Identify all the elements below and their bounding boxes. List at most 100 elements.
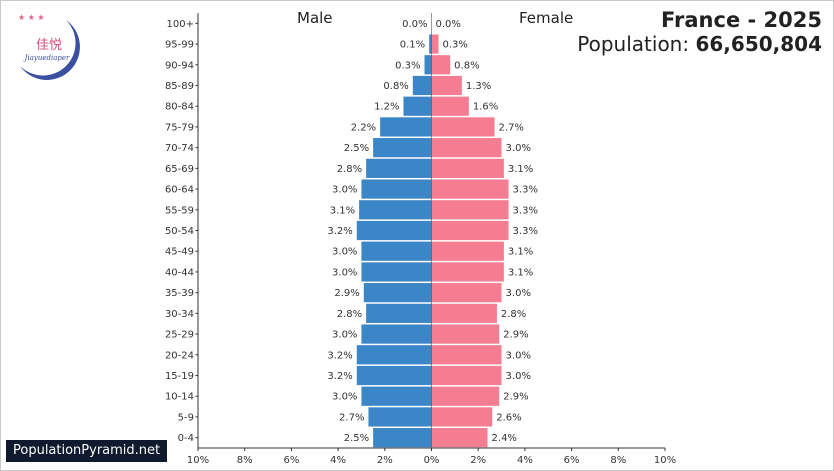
age-group-label: 55-59 [165, 205, 194, 216]
female-value-label: 3.0% [506, 371, 531, 382]
x-tick-label: 10% [654, 455, 676, 466]
male-value-label: 0.8% [383, 81, 408, 92]
population-label: Population: [577, 32, 690, 56]
x-tick-label: 8% [610, 455, 626, 466]
female-bar [431, 179, 509, 199]
chart-title: France - 2025 [661, 8, 822, 32]
x-tick-label: 10% [187, 455, 209, 466]
female-bar [431, 324, 500, 344]
male-value-label: 2.8% [337, 164, 362, 175]
age-group-label: 40-44 [165, 267, 194, 278]
male-bar [403, 96, 432, 116]
female-value-label: 3.1% [508, 164, 533, 175]
x-tick-label: 2% [470, 455, 486, 466]
age-group-label: 50-54 [165, 226, 194, 237]
age-group-label: 65-69 [165, 164, 194, 175]
population-value: 66,650,804 [695, 32, 822, 56]
female-value-label: 3.0% [506, 143, 531, 154]
logo-subtitle: Jiayuediaper [24, 54, 70, 62]
male-bar [368, 407, 432, 427]
female-value-label: 2.9% [503, 392, 528, 403]
male-bar [356, 345, 432, 365]
female-label: Female [519, 9, 574, 27]
female-bar [431, 262, 504, 282]
male-value-label: 2.9% [334, 288, 359, 299]
male-bar [380, 117, 432, 137]
age-group-label: 60-64 [165, 185, 194, 196]
male-bar [363, 283, 432, 303]
female-value-label: 3.3% [513, 185, 538, 196]
female-value-label: 2.4% [492, 433, 517, 444]
x-tick-label: 6% [283, 455, 299, 466]
x-tick-label: 0% [424, 455, 440, 466]
age-group-label: 5-9 [178, 412, 194, 423]
female-bar [431, 365, 502, 386]
age-group-label: 15-19 [165, 371, 194, 382]
female-value-label: 3.0% [506, 288, 531, 299]
male-bar [356, 220, 432, 241]
x-tick-label: 6% [564, 455, 580, 466]
age-group-label: 10-14 [165, 392, 194, 403]
watermark-logo: ★ ★ ★ 佳悦 Jiayuediaper [6, 8, 96, 80]
male-value-label: 0.1% [400, 40, 425, 51]
age-group-label: 100+ [167, 19, 194, 30]
age-group-label: 95-99 [165, 40, 194, 51]
female-value-label: 1.6% [473, 102, 498, 113]
male-value-label: 2.7% [339, 412, 364, 423]
male-value-label: 2.5% [344, 143, 369, 154]
female-bar [431, 55, 451, 75]
female-value-label: 2.8% [501, 309, 526, 320]
age-group-label: 35-39 [165, 288, 194, 299]
female-value-label: 1.3% [466, 81, 491, 92]
female-value-label: 3.3% [513, 226, 538, 237]
female-value-label: 3.1% [508, 267, 533, 278]
svg-text:★ ★ ★: ★ ★ ★ [18, 13, 45, 22]
female-value-label: 0.0% [436, 19, 461, 30]
male-value-label: 3.2% [327, 371, 352, 382]
age-group-label: 90-94 [165, 60, 194, 71]
male-bar [366, 303, 432, 323]
female-value-label: 3.0% [506, 350, 531, 361]
male-bar [361, 262, 432, 282]
male-bar [361, 324, 432, 344]
male-value-label: 0.0% [402, 19, 427, 30]
female-bar [431, 386, 500, 406]
male-value-label: 3.0% [332, 330, 357, 341]
male-bar [361, 241, 432, 261]
logo-name: 佳悦 [36, 38, 63, 53]
x-tick-label: 2% [377, 455, 393, 466]
male-value-label: 1.2% [374, 102, 399, 113]
male-label: Male [297, 9, 333, 27]
male-bar [429, 34, 432, 54]
age-group-label: 25-29 [165, 330, 194, 341]
source-link[interactable]: PopulationPyramid.net [6, 440, 168, 462]
male-bar [424, 55, 432, 75]
x-tick-label: 4% [517, 455, 533, 466]
age-group-label: 80-84 [165, 102, 194, 113]
female-bar [431, 138, 502, 158]
female-bar [431, 158, 504, 178]
x-tick-label: 4% [330, 455, 346, 466]
male-bar [359, 200, 432, 220]
female-bar [431, 34, 439, 54]
age-group-label: 85-89 [165, 81, 194, 92]
male-value-label: 3.0% [332, 392, 357, 403]
female-bar [431, 220, 509, 241]
female-bar [431, 96, 469, 116]
female-value-label: 0.3% [443, 40, 468, 51]
logo-graphic: ★ ★ ★ [18, 13, 80, 80]
female-value-label: 0.8% [454, 60, 479, 71]
age-group-label: 20-24 [165, 350, 194, 361]
female-bar [431, 345, 502, 365]
male-value-label: 3.0% [332, 247, 357, 258]
male-value-label: 3.2% [327, 226, 352, 237]
male-bar [366, 158, 432, 178]
male-value-label: 2.5% [344, 433, 369, 444]
age-group-label: 45-49 [165, 247, 194, 258]
female-value-label: 2.9% [503, 330, 528, 341]
female-bar [431, 241, 504, 261]
male-bar [361, 179, 432, 199]
female-bar [431, 200, 509, 220]
male-bar [356, 365, 432, 386]
